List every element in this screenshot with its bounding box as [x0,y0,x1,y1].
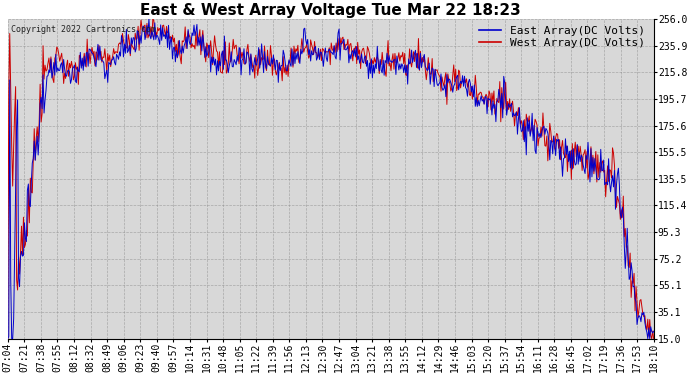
Text: Copyright 2022 Cartronics.com: Copyright 2022 Cartronics.com [11,26,156,34]
Title: East & West Array Voltage Tue Mar 22 18:23: East & West Array Voltage Tue Mar 22 18:… [140,3,521,18]
Legend: East Array(DC Volts), West Array(DC Volts): East Array(DC Volts), West Array(DC Volt… [479,26,645,48]
